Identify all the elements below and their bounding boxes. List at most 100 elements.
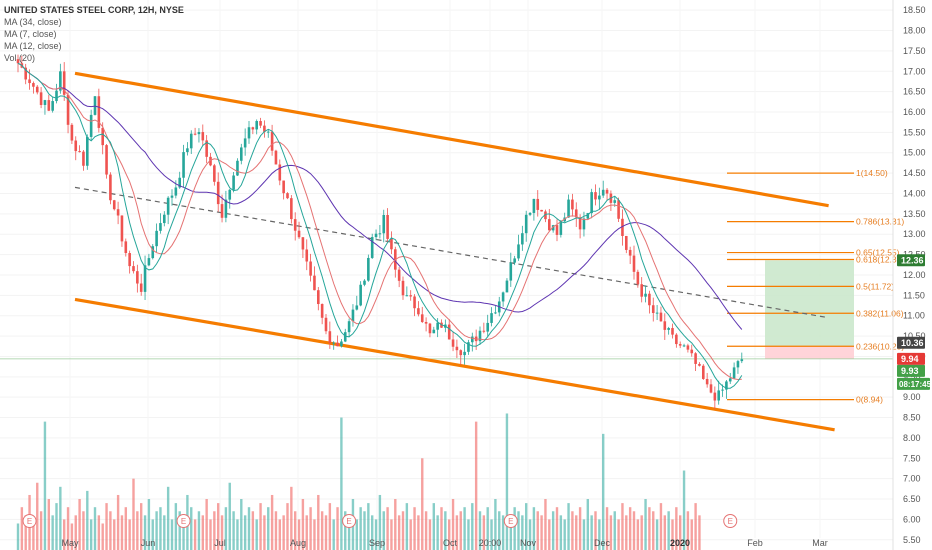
indicator-ma12[interactable]: MA (12, close) [4, 41, 62, 51]
volume-bar [263, 515, 266, 550]
volume-bar [247, 507, 251, 550]
position-target-zone[interactable] [765, 260, 854, 347]
volume-bar [590, 515, 593, 550]
volume-bar [397, 515, 401, 550]
candle-body [405, 295, 409, 297]
time-axis-label: 20:00 [479, 538, 502, 548]
volume-bar [536, 511, 539, 550]
volume-bar [24, 515, 27, 550]
volume-bar [436, 515, 439, 550]
price-axis-label: 7.00 [903, 474, 921, 484]
volume-bar [424, 511, 428, 550]
candle-body [213, 165, 216, 182]
volume-bar [43, 421, 47, 550]
candle-body [644, 293, 647, 297]
time-axis-label: Nov [520, 538, 537, 548]
volume-bar [324, 515, 328, 550]
volume-bar [632, 511, 636, 550]
candle-body [555, 225, 559, 235]
volume-bar [405, 503, 409, 550]
position-stop-zone[interactable] [765, 346, 854, 359]
price-axis-label: 18.00 [903, 26, 926, 36]
indicator-ma34[interactable]: MA (34, close) [4, 17, 62, 27]
earnings-icon[interactable] [176, 514, 191, 528]
channel-lower-line[interactable] [74, 297, 835, 432]
volume-bar [671, 519, 674, 550]
earnings-icon[interactable] [342, 514, 357, 528]
volume-bar [374, 519, 378, 550]
candle-body [159, 223, 162, 231]
volume-bar [571, 511, 574, 550]
volume-bar [132, 478, 135, 550]
volume-bar [363, 511, 366, 550]
candle-body [359, 284, 362, 306]
candle-body [532, 198, 536, 213]
earnings-icon[interactable] [22, 514, 37, 528]
candle-body [70, 124, 74, 141]
fib-level-label: 0.786(13.31) [856, 217, 904, 227]
indicator-volume[interactable]: Vol (20) [4, 53, 36, 63]
volume-bar [294, 511, 297, 550]
channel-upper-line[interactable] [74, 71, 829, 208]
earnings-icon[interactable] [503, 514, 518, 528]
candle-body [671, 328, 674, 335]
channel-mid-line[interactable] [74, 186, 829, 319]
volume-bar [101, 523, 104, 550]
volume-bar [228, 482, 231, 550]
volume-bar [428, 519, 432, 550]
ma12-line[interactable] [17, 62, 742, 381]
volume-bar [86, 490, 89, 550]
candle-body [574, 209, 578, 218]
volume-bar [359, 507, 362, 550]
candle-body [136, 271, 139, 284]
volume-bar [486, 507, 489, 550]
candle-body [409, 295, 412, 297]
candle-body [243, 138, 247, 148]
candle-body [293, 219, 297, 231]
volume-bar [625, 515, 628, 550]
indicator-ma7[interactable]: MA (7, close) [4, 29, 57, 39]
volume-bar [232, 511, 235, 550]
volume-bar [313, 519, 316, 550]
volume-bar [578, 507, 582, 550]
volume-bar [371, 515, 374, 550]
candle-body [109, 174, 112, 201]
candle-body [166, 197, 170, 215]
candle-body [59, 71, 62, 91]
volume-bar [39, 511, 43, 550]
volume-bar [97, 515, 101, 550]
ma34-line[interactable] [17, 62, 743, 330]
candle-body [698, 363, 701, 366]
candle-body [536, 198, 540, 210]
volume-bar [344, 511, 347, 550]
volume-bar [659, 503, 663, 550]
candle-body [709, 384, 713, 393]
candle-body [55, 90, 58, 102]
volume-bar [320, 511, 324, 550]
price-axis-label: 6.00 [903, 514, 921, 524]
price-axis-label: 17.50 [903, 46, 926, 56]
candle-body [524, 214, 528, 234]
earnings-icon[interactable] [723, 514, 738, 528]
candle-body [490, 313, 493, 323]
price-tag-value: 9.94 [901, 354, 919, 364]
candle-body [278, 164, 282, 181]
volume-bar [89, 519, 93, 550]
candle-body [705, 378, 709, 385]
volume-bars [16, 413, 701, 550]
volume-bar [505, 413, 509, 550]
volume-bar [494, 499, 497, 550]
ma7-line[interactable] [17, 62, 743, 389]
volume-bar [555, 507, 559, 550]
candle-body [420, 314, 424, 322]
candle-body [101, 127, 104, 146]
candle-body [659, 312, 663, 322]
candle-body [463, 351, 466, 356]
volume-bar [109, 511, 112, 550]
candle-body [186, 148, 189, 153]
candle-body [617, 200, 620, 219]
candle-body [571, 199, 574, 210]
candle-body [112, 200, 116, 210]
candle-body [320, 304, 324, 318]
